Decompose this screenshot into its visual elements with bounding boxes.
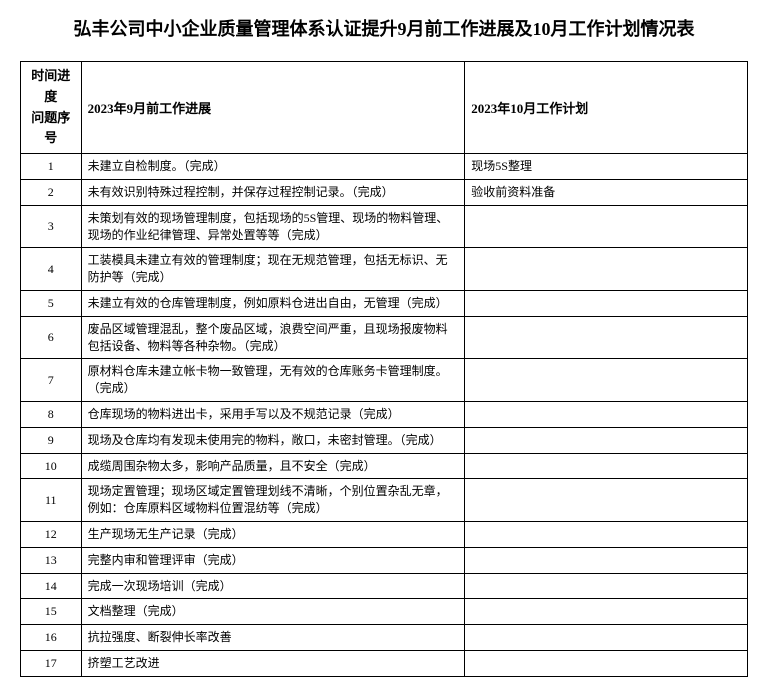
cell-progress: 未建立有效的仓库管理制度，例如原料仓进出自由，无管理（完成）: [81, 290, 465, 316]
table-header-row: 时间进度问题序号 2023年9月前工作进展 2023年10月工作计划: [21, 62, 748, 154]
table-row: 6废品区域管理混乱，整个废品区域，浪费空间严重，且现场报废物料包括设备、物料等各…: [21, 316, 748, 359]
cell-plan: [465, 401, 748, 427]
cell-progress: 废品区域管理混乱，整个废品区域，浪费空间严重，且现场报废物料包括设备、物料等各种…: [81, 316, 465, 359]
cell-index: 1: [21, 154, 82, 180]
cell-progress: 未建立自检制度。（完成）: [81, 154, 465, 180]
cell-plan: [465, 453, 748, 479]
table-row: 8仓库现场的物料进出卡，采用手写以及不规范记录（完成）: [21, 401, 748, 427]
table-row: 15文档整理（完成）: [21, 599, 748, 625]
cell-index: 6: [21, 316, 82, 359]
cell-index: 17: [21, 650, 82, 676]
cell-progress: 原材料仓库未建立帐卡物一致管理，无有效的仓库账务卡管理制度。（完成）: [81, 359, 465, 402]
table-row: 11现场定置管理；现场区域定置管理划线不清晰，个别位置杂乱无章，例如：仓库原料区…: [21, 479, 748, 522]
table-row: 3未策划有效的现场管理制度，包括现场的5S管理、现场的物料管理、现场的作业纪律管…: [21, 205, 748, 248]
cell-index: 11: [21, 479, 82, 522]
table-row: 17挤塑工艺改进: [21, 650, 748, 676]
table-row: 5未建立有效的仓库管理制度，例如原料仓进出自由，无管理（完成）: [21, 290, 748, 316]
work-progress-table: 时间进度问题序号 2023年9月前工作进展 2023年10月工作计划 1未建立自…: [20, 61, 748, 677]
cell-progress: 现场及仓库均有发现未使用完的物料，敞口，未密封管理。（完成）: [81, 427, 465, 453]
table-row: 1未建立自检制度。（完成）现场5S整理: [21, 154, 748, 180]
table-row: 10成缆周围杂物太多，影响产品质量，且不安全（完成）: [21, 453, 748, 479]
cell-progress: 文档整理（完成）: [81, 599, 465, 625]
cell-index: 2: [21, 179, 82, 205]
cell-index: 16: [21, 625, 82, 651]
cell-plan: [465, 316, 748, 359]
cell-progress: 完整内审和管理评审（完成）: [81, 547, 465, 573]
cell-progress: 未策划有效的现场管理制度，包括现场的5S管理、现场的物料管理、现场的作业纪律管理…: [81, 205, 465, 248]
header-progress: 2023年9月前工作进展: [81, 62, 465, 154]
cell-index: 12: [21, 521, 82, 547]
cell-progress: 生产现场无生产记录（完成）: [81, 521, 465, 547]
table-row: 13完整内审和管理评审（完成）: [21, 547, 748, 573]
cell-progress: 抗拉强度、断裂伸长率改善: [81, 625, 465, 651]
cell-plan: [465, 599, 748, 625]
table-row: 14完成一次现场培训（完成）: [21, 573, 748, 599]
cell-progress: 挤塑工艺改进: [81, 650, 465, 676]
cell-plan: 验收前资料准备: [465, 179, 748, 205]
cell-progress: 仓库现场的物料进出卡，采用手写以及不规范记录（完成）: [81, 401, 465, 427]
table-body: 1未建立自检制度。（完成）现场5S整理2未有效识别特殊过程控制，并保存过程控制记…: [21, 154, 748, 677]
cell-index: 9: [21, 427, 82, 453]
cell-plan: 现场5S整理: [465, 154, 748, 180]
table-row: 7原材料仓库未建立帐卡物一致管理，无有效的仓库账务卡管理制度。（完成）: [21, 359, 748, 402]
cell-index: 13: [21, 547, 82, 573]
cell-index: 14: [21, 573, 82, 599]
cell-index: 10: [21, 453, 82, 479]
table-row: 16抗拉强度、断裂伸长率改善: [21, 625, 748, 651]
cell-progress: 成缆周围杂物太多，影响产品质量，且不安全（完成）: [81, 453, 465, 479]
cell-plan: [465, 290, 748, 316]
header-index-line1: 时间进度问题序号: [31, 68, 70, 145]
cell-progress: 现场定置管理；现场区域定置管理划线不清晰，个别位置杂乱无章，例如：仓库原料区域物…: [81, 479, 465, 522]
cell-plan: [465, 521, 748, 547]
cell-index: 3: [21, 205, 82, 248]
header-index: 时间进度问题序号: [21, 62, 82, 154]
table-row: 2未有效识别特殊过程控制，并保存过程控制记录。（完成）验收前资料准备: [21, 179, 748, 205]
cell-plan: [465, 650, 748, 676]
cell-index: 8: [21, 401, 82, 427]
cell-plan: [465, 359, 748, 402]
cell-plan: [465, 479, 748, 522]
cell-plan: [465, 573, 748, 599]
cell-plan: [465, 427, 748, 453]
cell-index: 15: [21, 599, 82, 625]
page-title: 弘丰公司中小企业质量管理体系认证提升9月前工作进展及10月工作计划情况表: [20, 15, 748, 41]
cell-progress: 完成一次现场培训（完成）: [81, 573, 465, 599]
cell-index: 7: [21, 359, 82, 402]
cell-plan: [465, 625, 748, 651]
cell-progress: 工装模具未建立有效的管理制度；现在无规范管理，包括无标识、无防护等（完成）: [81, 248, 465, 291]
cell-index: 5: [21, 290, 82, 316]
cell-progress: 未有效识别特殊过程控制，并保存过程控制记录。（完成）: [81, 179, 465, 205]
table-row: 4工装模具未建立有效的管理制度；现在无规范管理，包括无标识、无防护等（完成）: [21, 248, 748, 291]
cell-plan: [465, 205, 748, 248]
cell-index: 4: [21, 248, 82, 291]
table-row: 9现场及仓库均有发现未使用完的物料，敞口，未密封管理。（完成）: [21, 427, 748, 453]
cell-plan: [465, 547, 748, 573]
table-row: 12生产现场无生产记录（完成）: [21, 521, 748, 547]
cell-plan: [465, 248, 748, 291]
header-plan: 2023年10月工作计划: [465, 62, 748, 154]
